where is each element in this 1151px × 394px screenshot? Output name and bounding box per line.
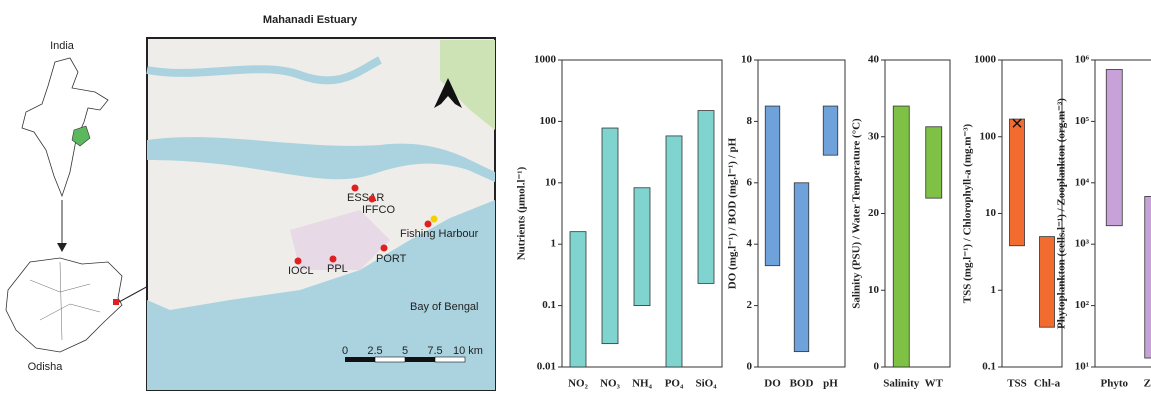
y-tick-label: 100 (980, 130, 997, 142)
range-bar (1040, 237, 1055, 328)
range-bar (765, 106, 780, 266)
y-axis-label: Nutrients (μmol.l⁻¹) (516, 166, 528, 260)
x-tick-label: SiO₄ (695, 378, 717, 390)
x-tick-label: DO (764, 378, 781, 390)
x-tick-label: Chl-a (1034, 378, 1061, 390)
y-tick-label: 10³ (1075, 238, 1090, 250)
y-tick-label: 2 (747, 299, 753, 311)
range-bar (602, 128, 618, 344)
range-bar (666, 136, 682, 367)
y-tick-label: 6 (747, 176, 753, 188)
plot-frame (1095, 60, 1151, 367)
y-tick-label: 10 (868, 284, 880, 296)
range-bar (823, 106, 838, 155)
y-tick-label: 100 (540, 115, 557, 127)
inset-label: India (50, 40, 75, 52)
y-tick-label: 10 (545, 176, 557, 188)
scale-label: 10 km (453, 345, 483, 357)
x-tick-label: NO₂ (568, 378, 589, 390)
y-tick-label: 10 (741, 54, 753, 66)
station-label: IFFCO (362, 204, 395, 216)
y-tick-label: 0.1 (542, 299, 556, 311)
x-tick-label: pH (823, 378, 838, 390)
range-bar (893, 106, 909, 367)
y-axis-label: DO (mg.l⁻¹) / BOD (mg.l⁻¹) / pH (727, 137, 739, 289)
y-tick-label: 10⁴ (1075, 176, 1090, 188)
scale-label: 5 (402, 345, 408, 357)
station-label: Fishing Harbour (400, 228, 479, 240)
x-tick-label: Salinity (883, 378, 920, 390)
y-axis-label: TSS (mg.l⁻¹) / Chlorophyll-a (mg.m⁻³) (962, 123, 974, 303)
y-tick-label: 10² (1075, 299, 1090, 311)
inset-label: Odisha (28, 361, 64, 373)
y-tick-label: 1 (551, 238, 557, 250)
y-tick-label: 0.01 (537, 361, 556, 373)
y-tick-label: 10 (985, 207, 997, 219)
y-tick-label: 4 (747, 238, 753, 250)
y-tick-label: 10¹ (1075, 361, 1089, 373)
y-tick-label: 0 (747, 361, 753, 373)
y-axis-label: Phytoplankton (cells.l⁻¹) / Zooplankton … (1056, 98, 1068, 329)
y-tick-label: 1000 (974, 54, 997, 66)
x-tick-label: NH₄ (632, 378, 653, 390)
station-label: PPL (327, 263, 348, 275)
y-tick-label: 0.1 (982, 361, 996, 373)
y-tick-label: 20 (868, 207, 880, 219)
station-label: ESSAR (347, 192, 384, 204)
page: India Odisha Mahanadi Estuary ESSAR IFFC… (0, 0, 1151, 394)
india-inset: India (22, 40, 108, 252)
x-tick-label: Phyto (1101, 378, 1129, 390)
range-bar (570, 232, 586, 367)
station-label: IOCL (288, 265, 314, 277)
x-tick-label: TSS (1007, 378, 1027, 390)
range-bar (1106, 70, 1122, 226)
sea-label: Bay of Bengal (410, 301, 479, 313)
range-bar (1010, 119, 1025, 246)
map-title: Mahanadi Estuary (263, 14, 358, 26)
y-tick-label: 8 (747, 115, 753, 127)
x-tick-label: BOD (790, 378, 814, 390)
y-tick-label: 10⁵ (1075, 115, 1090, 127)
range-bar (634, 188, 650, 306)
x-tick-label: PO₄ (665, 378, 684, 390)
y-tick-label: 40 (868, 54, 880, 66)
range-bar (1145, 196, 1151, 358)
study-area (113, 299, 119, 305)
y-tick-label: 10⁶ (1075, 54, 1090, 66)
y-tick-label: 1000 (534, 54, 557, 66)
scale-label: 2.5 (367, 345, 382, 357)
range-bar (794, 183, 809, 352)
x-tick-label: NO₃ (600, 378, 621, 390)
y-tick-label: 1 (991, 284, 997, 296)
figure: India Odisha Mahanadi Estuary ESSAR IFFC… (0, 0, 1151, 394)
main-map: Mahanadi Estuary ESSAR IFFCO Fishing Har… (147, 14, 495, 390)
inset-arrowhead (57, 243, 67, 252)
scale-label: 0 (342, 345, 348, 357)
range-bar (698, 111, 714, 284)
x-tick-label: WT (925, 378, 944, 390)
scale-label: 7.5 (427, 345, 442, 357)
x-tick-label: Zoo (1144, 378, 1151, 390)
station-label: PORT (376, 253, 407, 265)
range-bar (926, 127, 942, 198)
y-axis-label: Salinity (PSU) / Water Temperature (°C) (851, 118, 863, 309)
y-tick-label: 0 (874, 361, 880, 373)
y-tick-label: 30 (868, 130, 880, 142)
